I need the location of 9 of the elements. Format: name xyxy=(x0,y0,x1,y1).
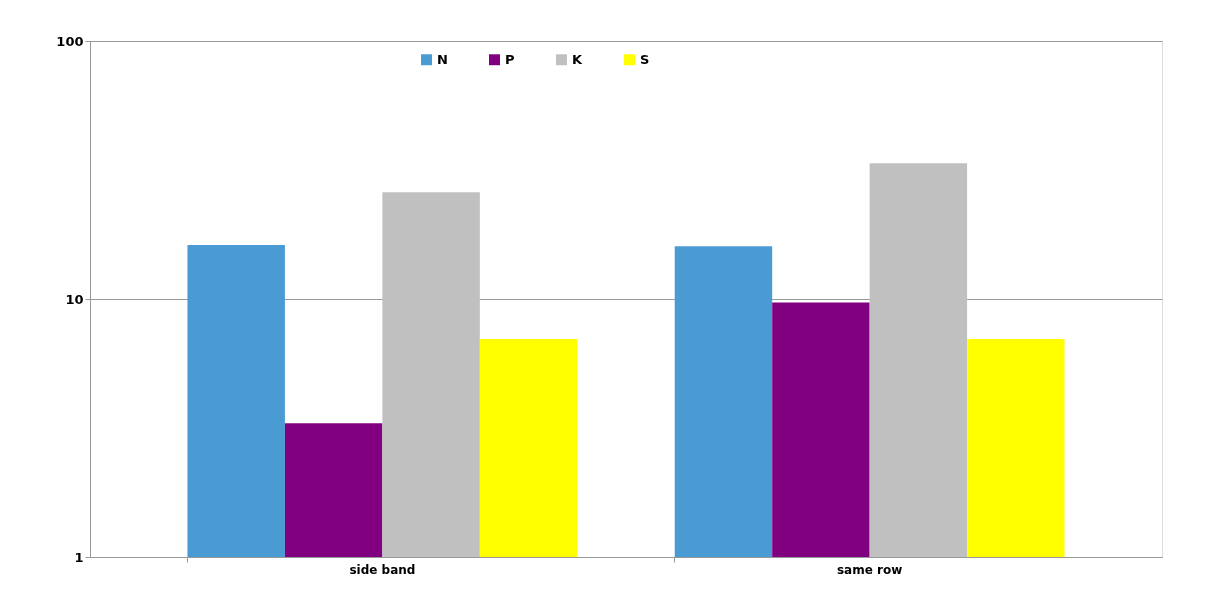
y-tick-label: 1 xyxy=(74,549,84,565)
legend-label: S xyxy=(640,51,650,67)
y-tick-label: 100 xyxy=(56,33,84,49)
legend-label: K xyxy=(572,51,583,67)
x-tick-label: side band xyxy=(349,562,416,577)
legend-label: P xyxy=(505,51,515,67)
y-tick-label: 10 xyxy=(65,291,84,307)
legend-label: N xyxy=(437,51,448,67)
x-tick-label: same row xyxy=(836,562,903,577)
